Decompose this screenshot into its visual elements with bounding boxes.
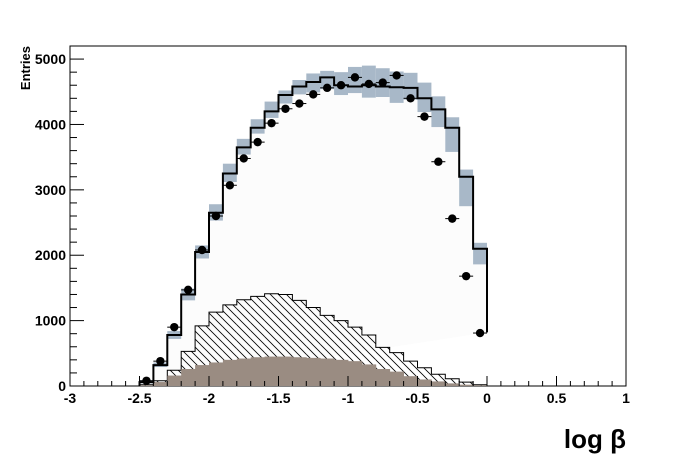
uncertainty-band-bin bbox=[320, 70, 335, 90]
data-point bbox=[461, 271, 471, 281]
y-tick-label: 5000 bbox=[35, 51, 66, 67]
solid-component-bin bbox=[195, 365, 210, 386]
data-point bbox=[406, 94, 415, 103]
solid-component-bin bbox=[417, 379, 432, 386]
x-tick-label: -1.5 bbox=[266, 390, 290, 406]
uncertainty-band-bin bbox=[473, 242, 487, 265]
data-point bbox=[420, 112, 429, 121]
data-point bbox=[253, 137, 262, 147]
x-tick-label: -3 bbox=[64, 390, 77, 406]
solid-component-bin bbox=[139, 385, 154, 386]
axis-tick-labels: -3 -2.5 -2 -1.5 -1 -0.5 0 0.5 1 0 1000 2000 3000 4000… bbox=[35, 51, 630, 406]
hatched-component-bin bbox=[459, 382, 474, 386]
data-point bbox=[267, 118, 276, 128]
data-point bbox=[309, 90, 318, 99]
hatched-component-bin bbox=[445, 378, 460, 386]
solid-component-bin bbox=[222, 359, 238, 386]
solid-component-bin bbox=[445, 383, 460, 386]
uncertainty-band-bin bbox=[264, 101, 279, 118]
mc-total-outline bbox=[138, 76, 488, 386]
solid-component-bin bbox=[278, 356, 293, 386]
data-point bbox=[239, 154, 248, 163]
uncertainty-band-bin bbox=[445, 117, 460, 152]
data-point bbox=[364, 79, 374, 89]
solid-component-bin bbox=[431, 381, 446, 386]
solid-component-bin bbox=[375, 369, 391, 386]
solid-component-bin bbox=[250, 357, 265, 386]
solid-component-bin bbox=[292, 357, 307, 386]
solid-component-bin bbox=[334, 359, 349, 386]
axis-ticks bbox=[69, 58, 627, 387]
solid-component-bin bbox=[473, 385, 488, 386]
x-axis-title: log β bbox=[564, 424, 626, 454]
solid-component-bin bbox=[181, 369, 196, 386]
y-tick-label: 0 bbox=[58, 378, 66, 394]
x-tick-label: -1 bbox=[342, 390, 355, 406]
solid-component-bin bbox=[264, 356, 279, 386]
data-point bbox=[322, 83, 332, 93]
solid-component-bin bbox=[403, 376, 418, 386]
hatched-component-bin bbox=[431, 374, 446, 386]
data-point bbox=[142, 376, 151, 385]
x-tick-label: -2 bbox=[203, 390, 216, 406]
hatched-component-outline bbox=[139, 293, 488, 386]
solid-component-bin bbox=[348, 361, 363, 386]
data-point bbox=[475, 328, 485, 338]
uncertainty-band-bin bbox=[250, 119, 265, 134]
y-tick-label: 2000 bbox=[35, 247, 66, 263]
data-point bbox=[170, 322, 179, 332]
y-tick-label: 4000 bbox=[35, 116, 66, 132]
uncertainty-band-bin bbox=[278, 90, 293, 104]
data-point bbox=[295, 99, 304, 108]
data-point bbox=[350, 73, 360, 82]
solid-component-bin bbox=[167, 375, 182, 386]
data-point bbox=[448, 214, 457, 223]
data-point bbox=[156, 356, 165, 366]
data-point bbox=[281, 104, 290, 113]
solid-component-bin bbox=[306, 357, 321, 386]
data-point bbox=[434, 157, 443, 166]
uncertainty-band-bin bbox=[403, 72, 418, 100]
solid-component-bin bbox=[209, 362, 224, 386]
x-tick-label: -0.5 bbox=[405, 390, 429, 406]
solid-component-bin bbox=[361, 364, 377, 386]
data-point bbox=[225, 181, 235, 190]
solid-component-bin bbox=[153, 382, 168, 386]
data-point bbox=[378, 78, 387, 87]
x-tick-label: 1 bbox=[622, 390, 630, 406]
solid-component-bin bbox=[320, 358, 335, 386]
y-tick-label: 3000 bbox=[35, 182, 66, 198]
y-axis-title: Entries bbox=[18, 46, 33, 90]
solid-component-bin bbox=[459, 384, 474, 386]
plot-content bbox=[138, 65, 488, 386]
data-point bbox=[197, 245, 207, 255]
solid-component-bin bbox=[389, 371, 404, 386]
x-tick-label: 0 bbox=[483, 390, 491, 406]
x-tick-label: 0.5 bbox=[547, 390, 567, 406]
y-tick-label: 1000 bbox=[35, 313, 66, 329]
uncertainty-band-bin bbox=[459, 169, 474, 207]
data-point bbox=[211, 211, 221, 221]
uncertainty-band-bin bbox=[431, 96, 446, 128]
data-point bbox=[183, 285, 193, 295]
data-point bbox=[336, 81, 346, 90]
x-tick-label: -2.5 bbox=[127, 390, 151, 406]
data-point bbox=[392, 71, 401, 80]
solid-component-bin bbox=[236, 358, 252, 386]
